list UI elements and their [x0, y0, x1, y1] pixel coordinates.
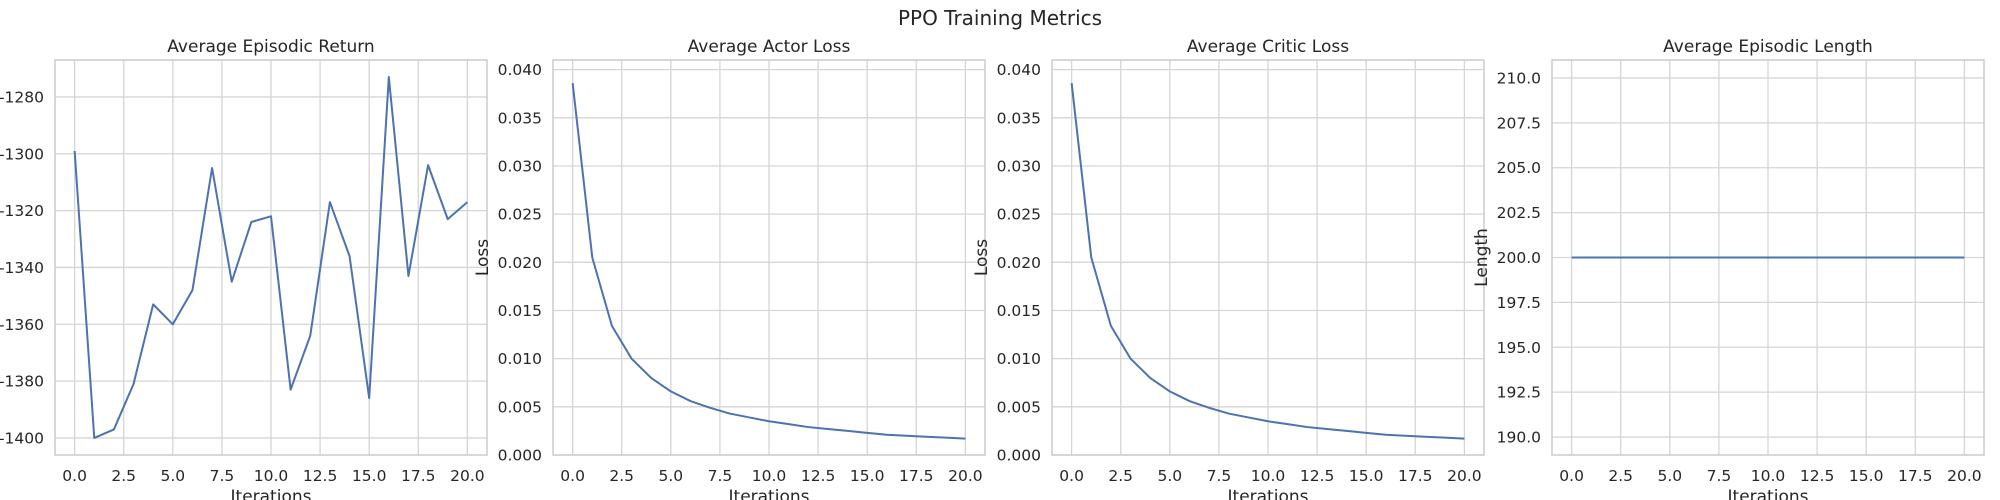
- y-tick-label: 210.0: [1497, 69, 1541, 87]
- x-tick-label: 5.0: [658, 467, 683, 485]
- y-tick-label: 0.010: [997, 350, 1041, 368]
- y-tick-label: 0.040: [997, 61, 1041, 79]
- chart-title: Average Critic Loss: [1187, 37, 1349, 57]
- y-axis-label: Loss: [473, 239, 493, 276]
- x-tick-label: 12.5: [303, 467, 338, 485]
- x-axis-label: Iterations: [1728, 487, 1809, 500]
- x-tick-label: 12.5: [1800, 467, 1835, 485]
- x-tick-label: 0.0: [1059, 467, 1084, 485]
- chart-title: Average Episodic Length: [1663, 37, 1873, 57]
- x-tick-label: 17.5: [1398, 467, 1433, 485]
- x-tick-label: 10.0: [1251, 467, 1286, 485]
- y-tick-label: -1380: [0, 373, 44, 391]
- y-axis-label: Loss: [972, 239, 992, 276]
- y-tick-label: 192.5: [1497, 384, 1541, 402]
- y-tick-label: -1320: [0, 202, 44, 220]
- y-tick-label: -1340: [0, 259, 44, 277]
- x-tick-label: 5.0: [1657, 467, 1682, 485]
- y-tick-label: 0.000: [498, 447, 542, 465]
- x-tick-label: 2.5: [111, 467, 136, 485]
- x-tick-label: 15.0: [1349, 467, 1384, 485]
- y-tick-label: 0.005: [498, 398, 542, 416]
- y-tick-label: 0.015: [997, 302, 1041, 320]
- y-tick-label: 0.040: [498, 61, 542, 79]
- y-tick-label: -1360: [0, 316, 44, 334]
- x-tick-label: 10.0: [752, 467, 787, 485]
- y-tick-label: 0.015: [498, 302, 542, 320]
- y-tick-label: 0.020: [997, 254, 1041, 272]
- axes-frame: [1051, 59, 1485, 456]
- x-tick-label: 5.0: [1157, 467, 1182, 485]
- x-tick-label: 7.5: [210, 467, 235, 485]
- x-tick-label: 0.0: [1559, 467, 1584, 485]
- figure-title: PPO Training Metrics: [897, 6, 1103, 30]
- chart-4: 0.0 2.5 5.0 7.5 10.0 12.5 15.0 17.5 20.0 190.0 192…: [1472, 37, 1985, 500]
- y-tick-label: 0.030: [498, 157, 542, 175]
- x-tick-label: 15.0: [850, 467, 885, 485]
- x-axis-label: Iterations: [729, 487, 810, 500]
- y-axis-label: Length: [1472, 228, 1492, 287]
- y-tick-label: 190.0: [1497, 429, 1541, 447]
- y-tick-label: 0.025: [997, 206, 1041, 224]
- axes-frame: [1551, 59, 1985, 456]
- y-tick-label: 0.000: [997, 447, 1041, 465]
- x-tick-label: 10.0: [1751, 467, 1786, 485]
- y-tick-label: -1400: [0, 429, 44, 447]
- y-tick-label: 0.010: [498, 350, 542, 368]
- x-tick-label: 20.0: [450, 467, 485, 485]
- x-tick-label: 5.0: [160, 467, 185, 485]
- chart-2: 0.0 2.5 5.0 7.5 10.0 12.5 15.0 17.5 20.0 0.000 0.0…: [473, 37, 986, 500]
- chart-3: 0.0 2.5 5.0 7.5 10.0 12.5 15.0 17.5 20.0 0.000 0.0…: [972, 37, 1485, 500]
- y-tick-label: 197.5: [1497, 294, 1541, 312]
- x-tick-label: 2.5: [609, 467, 634, 485]
- y-tick-label: 207.5: [1497, 114, 1541, 132]
- y-tick-label: 205.0: [1497, 159, 1541, 177]
- chart-title: Average Episodic Return: [167, 37, 374, 57]
- y-tick-label: 202.5: [1497, 204, 1541, 222]
- y-tick-label: 0.025: [498, 206, 542, 224]
- x-tick-label: 7.5: [708, 467, 733, 485]
- x-tick-label: 15.0: [352, 467, 387, 485]
- x-tick-label: 17.5: [401, 467, 436, 485]
- y-tick-label: 195.0: [1497, 339, 1541, 357]
- x-axis-label: Iterations: [231, 487, 312, 500]
- x-tick-label: 20.0: [1947, 467, 1982, 485]
- chart-title: Average Actor Loss: [688, 37, 851, 57]
- x-tick-label: 2.5: [1608, 467, 1633, 485]
- x-tick-label: 0.0: [560, 467, 585, 485]
- y-tick-label: -1280: [0, 88, 44, 106]
- axes-frame: [54, 59, 488, 456]
- series-line: [1070, 83, 1465, 440]
- x-tick-label: 15.0: [1849, 467, 1884, 485]
- x-tick-label: 7.5: [1707, 467, 1732, 485]
- x-tick-label: 7.5: [1207, 467, 1232, 485]
- series-line: [571, 83, 966, 440]
- y-tick-label: 0.035: [997, 109, 1041, 127]
- x-tick-label: 12.5: [1300, 467, 1335, 485]
- x-axis-label: Iterations: [1228, 487, 1309, 500]
- y-tick-label: 0.030: [997, 157, 1041, 175]
- y-tick-label: 0.035: [498, 109, 542, 127]
- x-tick-label: 20.0: [948, 467, 983, 485]
- x-tick-label: 17.5: [1898, 467, 1933, 485]
- x-tick-label: 10.0: [254, 467, 289, 485]
- axes-frame: [552, 59, 986, 456]
- y-tick-label: 0.020: [498, 254, 542, 272]
- x-tick-label: 17.5: [899, 467, 934, 485]
- series-line: [73, 76, 469, 439]
- x-tick-label: 2.5: [1108, 467, 1133, 485]
- x-tick-label: 12.5: [801, 467, 836, 485]
- y-tick-label: 200.0: [1497, 249, 1541, 267]
- x-tick-label: 0.0: [62, 467, 87, 485]
- y-tick-label: 0.005: [997, 398, 1041, 416]
- y-tick-label: -1300: [0, 145, 44, 163]
- x-tick-label: 20.0: [1447, 467, 1482, 485]
- chart-1: 0.0 2.5 5.0 7.5 10.0 12.5 15.0 17.5 20.0 -1400 -13…: [0, 37, 488, 500]
